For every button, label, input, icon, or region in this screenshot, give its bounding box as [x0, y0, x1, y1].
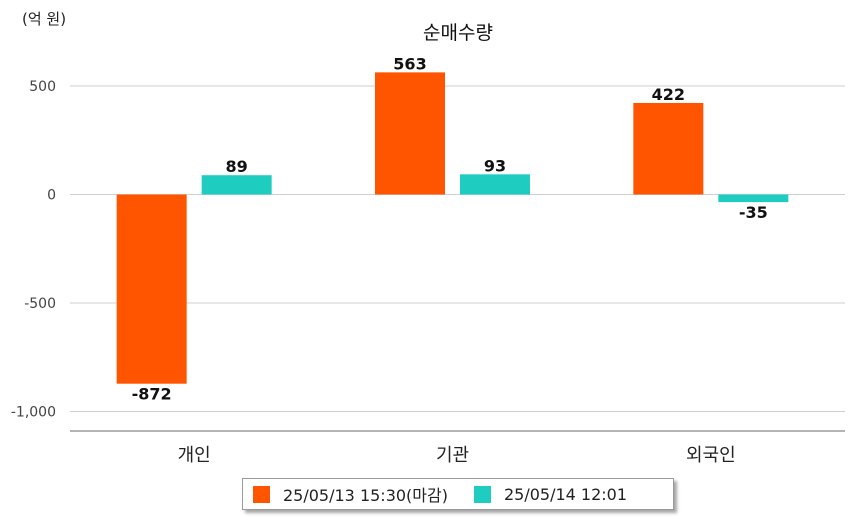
bar-1-2: [375, 72, 445, 195]
bar-chart: -872 89 563 93 422 -35 500 0 -500 -1,000 개인 기관 외국인: [11, 54, 845, 466]
x-category-label: 기관: [436, 445, 469, 466]
y-tick-label: -1,000: [11, 404, 56, 420]
x-category-label: 외국인: [686, 445, 736, 466]
bar-2-2: [460, 174, 530, 195]
legend-swatch-series-1: [253, 485, 270, 503]
legend-label-series-2: 25/05/14 12:01: [503, 484, 628, 504]
value-label: 563: [393, 54, 426, 73]
y-tick-label: 0: [47, 188, 56, 204]
value-labels: -872 89 563 93 422 -35: [132, 54, 768, 403]
y-tick-label: -500: [24, 296, 56, 312]
y-tick-label: 500: [29, 79, 56, 95]
unit-label: (억 원): [22, 10, 67, 28]
chart-title: 순매수량: [423, 22, 493, 44]
legend: 25/05/13 15:30(마감) 25/05/14 12:01: [242, 478, 674, 510]
legend-item-series-2: 25/05/14 12:01: [473, 484, 628, 504]
axes: 500 0 -500 -1,000 개인 기관 외국인: [11, 79, 845, 466]
legend-swatch-series-2: [473, 485, 491, 503]
bar-1-1: [116, 194, 187, 384]
legend-label-series-1: 25/05/13 15:30(마감): [283, 486, 448, 505]
value-label: -872: [132, 385, 172, 404]
legend-item-series-1: 25/05/13 15:30(마감): [253, 482, 448, 506]
x-category-label: 개인: [178, 445, 211, 466]
grid-lines: [70, 85, 845, 412]
bar-1-3: [633, 102, 704, 195]
value-label: 93: [484, 156, 506, 175]
value-label: 422: [652, 85, 685, 104]
value-label: -35: [739, 203, 768, 222]
bar-2-1: [201, 175, 272, 195]
bar-2-3: [718, 194, 789, 203]
value-label: 89: [226, 157, 248, 176]
bars: [116, 72, 789, 384]
